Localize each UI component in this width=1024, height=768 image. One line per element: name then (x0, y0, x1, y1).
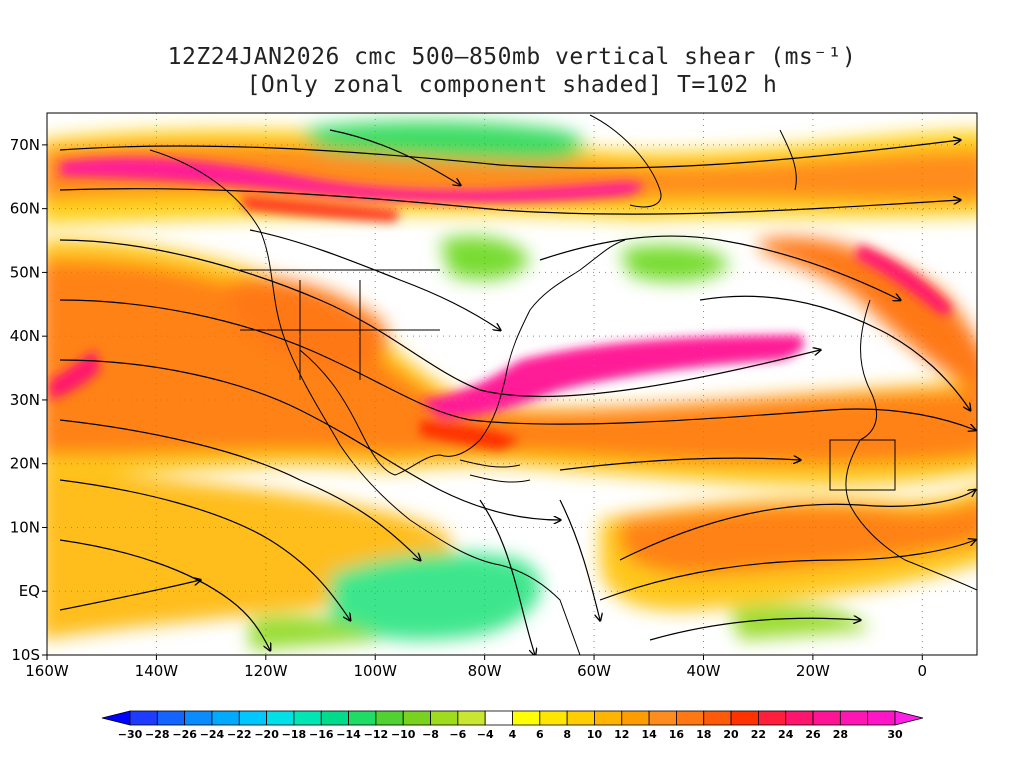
lon-label: 60W (577, 662, 611, 680)
colorbar-swatch (457, 710, 486, 726)
colorbar-swatch (566, 710, 595, 726)
lon-label: 140W (135, 662, 179, 680)
colorbar-swatch (484, 710, 513, 726)
colorbar-label: 22 (751, 728, 766, 741)
colorbar-label: −30 (118, 728, 143, 741)
colorbar-label: 14 (641, 728, 657, 741)
lat-label: EQ (19, 582, 40, 600)
lat-label: 30N (10, 391, 40, 409)
colorbar-label: 26 (805, 728, 821, 741)
lat-label: 70N (10, 136, 40, 154)
lat-label: 50N (10, 263, 40, 281)
colorbar-label: −28 (145, 728, 170, 741)
lat-label: 10N (10, 518, 40, 536)
colorbar-label: −8 (422, 728, 439, 741)
colorbar-swatch (812, 710, 841, 726)
lon-label: 80W (468, 662, 502, 680)
colorbar-label: −16 (309, 728, 334, 741)
colorbar-label: −24 (200, 728, 225, 741)
coastlines (149, 114, 977, 655)
colorbar-label: −14 (336, 728, 361, 741)
latitude-labels: 70N 60N 50N 40N 30N 20N 10N EQ 10S (10, 136, 40, 664)
lon-label: 40W (687, 662, 721, 680)
lon-label: 120W (244, 662, 288, 680)
colorbar-label: 12 (614, 728, 629, 741)
colorbar-label: −6 (449, 728, 466, 741)
colorbar-swatch (320, 710, 349, 726)
axis-ticks (42, 144, 923, 660)
colorbar-swatch (867, 710, 896, 726)
colorbar-swatch (402, 710, 431, 726)
colorbar-label: 6 (536, 728, 544, 741)
colorbar-swatch (266, 710, 295, 726)
colorbar-swatch (648, 710, 677, 726)
colorbar-swatch (785, 710, 814, 726)
colorbar-label: −22 (227, 728, 252, 741)
colorbar-label: −12 (364, 728, 389, 741)
colorbar-swatch (594, 710, 623, 726)
plot-area (47, 113, 977, 655)
colorbar-swatch (757, 710, 787, 726)
colorbar-label: 18 (696, 728, 711, 741)
colorbar-swatch (621, 710, 650, 726)
map-frame (46, 112, 978, 656)
lon-label: 160W (25, 662, 69, 680)
colorbar-label: −10 (391, 728, 416, 741)
colorbar-swatch (512, 710, 541, 726)
colorbar-label: 24 (778, 728, 794, 741)
colorbar-label: 30 (887, 728, 903, 741)
colorbar-swatch (839, 710, 869, 726)
colorbar-swatch (238, 710, 268, 726)
colorbar-swatch (348, 710, 377, 726)
lat-label: 40N (10, 327, 40, 345)
colorbar-label: 20 (723, 728, 739, 741)
longitude-labels: 160W 140W 120W 100W 80W 60W 40W 20W 0 (25, 662, 927, 680)
colorbar-label: 16 (669, 728, 685, 741)
colorbar-label: −4 (477, 728, 494, 741)
colorbar-high-arrow (894, 710, 924, 726)
colorbar-swatch (430, 710, 459, 726)
map-subtitle: [Only zonal component shaded] T=102 h (246, 72, 778, 98)
colorbar-label: −20 (254, 728, 279, 741)
colorbar-low-arrow (101, 710, 131, 726)
lat-label: 10S (11, 646, 40, 664)
colorbar-swatch (129, 710, 158, 726)
shear-streamlines (59, 129, 975, 655)
colorbar-swatch (293, 710, 322, 726)
colorbar-swatch (375, 710, 404, 726)
colorbar-swatch (730, 710, 759, 726)
colorbar-label: 8 (563, 728, 571, 741)
colorbar-label: 28 (833, 728, 848, 741)
colorbar-swatch (703, 710, 732, 726)
colorbar-label: 10 (587, 728, 603, 741)
colorbar-swatch (211, 710, 240, 726)
lat-label: 20N (10, 455, 40, 473)
lat-label: 60N (10, 200, 40, 218)
colorbar-label: −18 (282, 728, 307, 741)
lon-label: 20W (796, 662, 830, 680)
colorbar-swatch (184, 710, 213, 726)
colorbar-swatch (539, 710, 568, 726)
colorbar-label: 4 (509, 728, 517, 741)
map-title: 12Z24JAN2026 cmc 500–850mb vertical shea… (167, 44, 857, 70)
colorbar-swatch (156, 710, 186, 726)
shear-shading (47, 121, 977, 650)
colorbar-label: −26 (172, 728, 197, 741)
colorbar: −30 −28 −26 −24 −22 −20 −18 −16 −14 −12 −10 −8 −6 −4 4… (101, 710, 924, 741)
colorbar-swatch (676, 710, 705, 726)
lon-label: 100W (354, 662, 398, 680)
lon-label: 0 (918, 662, 928, 680)
